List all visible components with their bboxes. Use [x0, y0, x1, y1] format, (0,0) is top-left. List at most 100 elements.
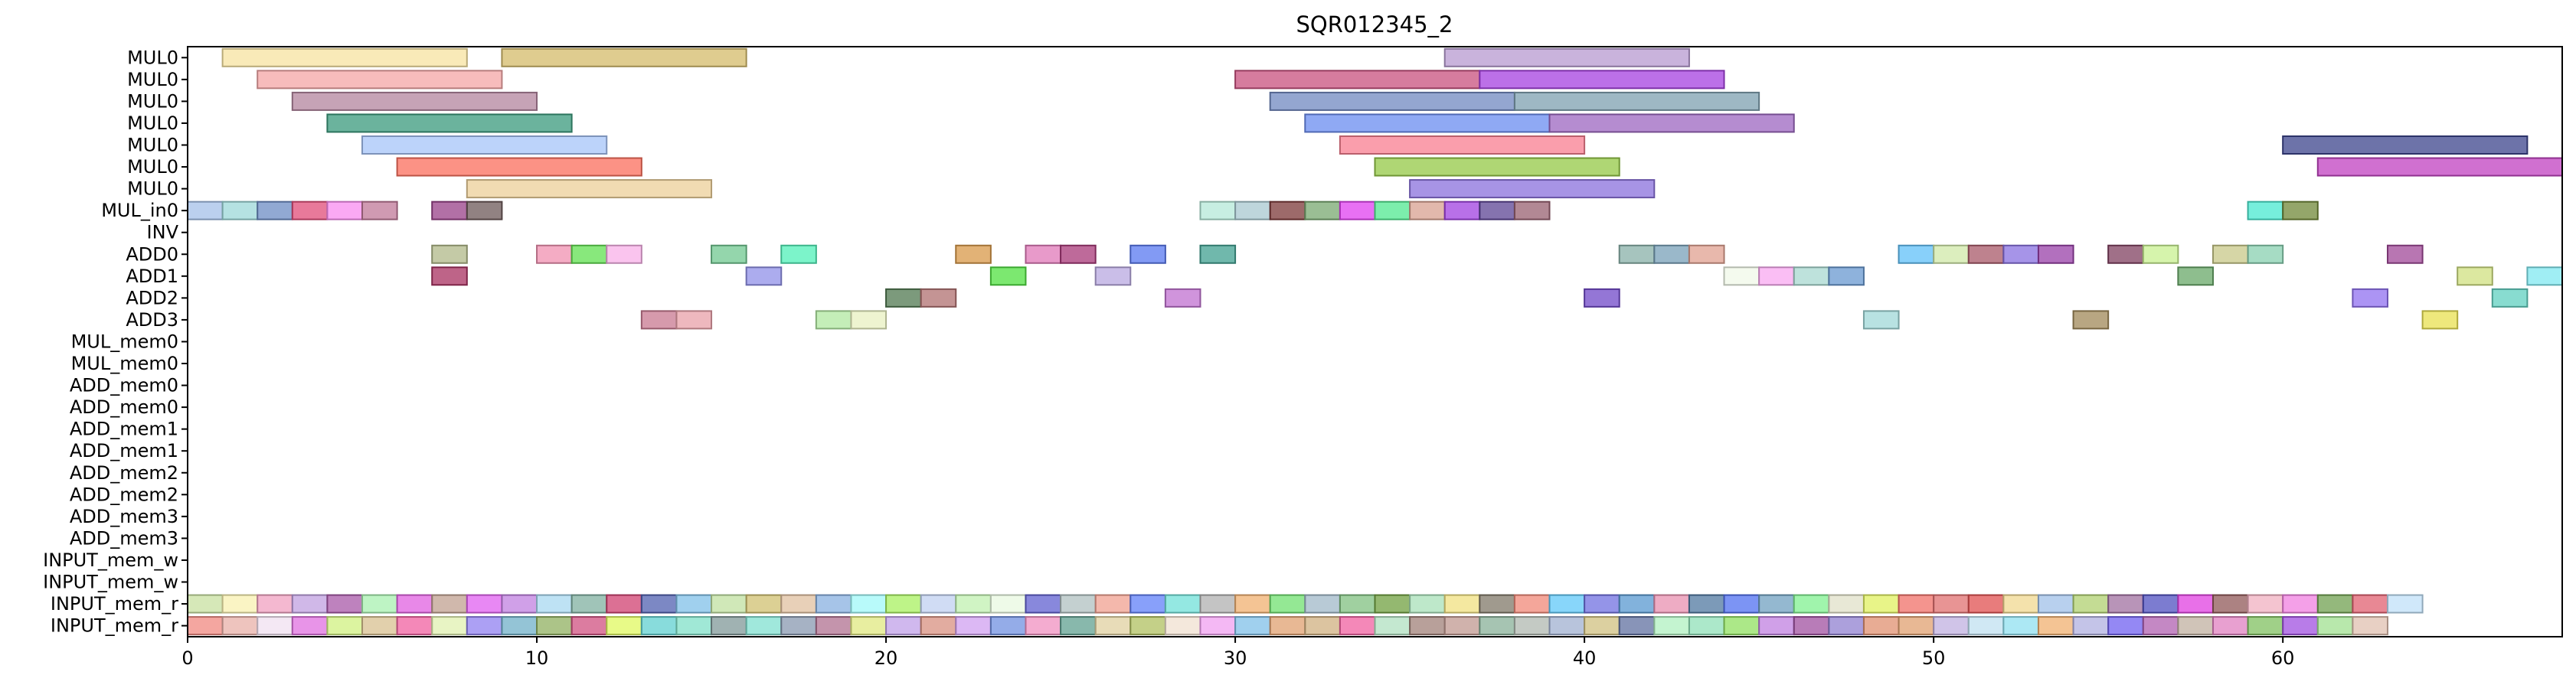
task-bar-64 [431, 266, 468, 286]
input-mem-r-top-bar-22 [955, 594, 992, 614]
task-bar-61 [2212, 244, 2249, 264]
input-mem-r-top-bar-41 [1618, 594, 1656, 614]
row-label: MUL_mem0 [71, 353, 178, 374]
task-bar-33 [1374, 201, 1411, 220]
input-mem-r-top-bar-23 [989, 594, 1027, 614]
task-bar-47 [1025, 244, 1062, 264]
input-mem-r-bottom-bar-1 [221, 616, 259, 636]
row-label: ADD_mem2 [70, 462, 178, 484]
input-mem-r-bottom-bar-17 [780, 616, 817, 636]
input-mem-r-top-bar-4 [326, 594, 364, 614]
input-mem-r-bottom-bar-9 [501, 616, 538, 636]
input-mem-r-top-bar-56 [2142, 594, 2179, 614]
task-bar-34 [1409, 201, 1446, 220]
task-bar-49 [1129, 244, 1166, 264]
input-mem-r-bottom-bar-12 [606, 616, 642, 636]
task-bar-44 [711, 244, 747, 264]
input-mem-r-bottom-bar-43 [1688, 616, 1725, 636]
input-mem-r-top-bar-11 [570, 594, 608, 614]
task-bar-62 [2247, 244, 2284, 264]
row-label: INV [147, 222, 179, 243]
input-mem-r-top-bar-51 [1967, 594, 2005, 614]
input-mem-r-top-bar-21 [920, 594, 957, 614]
task-bar-2 [1443, 47, 1690, 67]
input-mem-r-bottom-bar-26 [1094, 616, 1132, 636]
input-mem-r-bottom-bar-27 [1129, 616, 1166, 636]
task-bar-87 [2421, 310, 2459, 330]
y-axis-labels: MUL0MUL0MUL0MUL0MUL0MUL0MUL0MUL_in0INVAD… [43, 47, 188, 637]
input-mem-r-top-bar-48 [1862, 594, 1900, 614]
input-mem-r-bottom-bar-48 [1862, 616, 1900, 636]
input-mem-r-bottom-bar-38 [1513, 616, 1551, 636]
task-bar-81 [640, 310, 678, 330]
input-mem-r-bottom-bar-7 [431, 616, 468, 636]
row-label: INPUT_mem_w [43, 549, 178, 571]
row-label: INPUT_mem_r [51, 615, 178, 637]
input-mem-r-top-bar-9 [501, 594, 538, 614]
task-bar-26 [431, 201, 468, 220]
input-mem-r-bottom-bar-36 [1443, 616, 1481, 636]
x-tick-label: 50 [1922, 647, 1946, 669]
input-mem-r-top-bar-3 [291, 594, 329, 614]
row-label: MUL0 [127, 156, 178, 178]
task-bar-58 [2037, 244, 2074, 264]
input-mem-r-bottom-bar-20 [885, 616, 922, 636]
task-bar-45 [780, 244, 817, 264]
task-bar-10 [1304, 113, 1551, 133]
input-mem-r-bottom-bar-55 [2107, 616, 2144, 636]
task-bar-73 [2457, 266, 2493, 286]
input-mem-r-top-bar-58 [2212, 594, 2249, 614]
task-bar-65 [745, 266, 783, 286]
input-mem-r-top-bar-15 [711, 594, 747, 614]
input-mem-r-top-bar-19 [850, 594, 888, 614]
input-mem-r-top-bar-39 [1548, 594, 1586, 614]
task-bar-69 [1758, 266, 1795, 286]
input-mem-r-top-bar-26 [1094, 594, 1132, 614]
task-bar-80 [2491, 288, 2529, 308]
input-mem-r-top-bar-24 [1025, 594, 1062, 614]
row-label: MUL_in0 [101, 200, 178, 221]
task-bar-72 [2177, 266, 2214, 286]
task-bar-17 [2316, 157, 2563, 177]
task-bar-86 [2072, 310, 2110, 330]
row-label: MUL0 [127, 90, 178, 112]
input-mem-r-bottom-bar-59 [2247, 616, 2284, 636]
input-mem-r-bottom-bar-16 [745, 616, 783, 636]
input-mem-r-top-bar-13 [640, 594, 678, 614]
x-tick-label: 0 [181, 647, 193, 669]
input-mem-r-bottom-bar-18 [815, 616, 852, 636]
task-bar-1 [501, 47, 747, 67]
input-mem-r-bottom-bar-21 [920, 616, 957, 636]
input-mem-r-top-bar-38 [1513, 594, 1551, 614]
task-bar-59 [2107, 244, 2144, 264]
task-bar-37 [1513, 201, 1551, 220]
input-mem-r-top-bar-2 [257, 594, 293, 614]
input-mem-r-bottom-bar-33 [1339, 616, 1376, 636]
x-tick-label: 30 [1224, 647, 1247, 669]
input-mem-r-bottom-bar-31 [1269, 616, 1306, 636]
row-label: INPUT_mem_r [51, 593, 178, 615]
task-bar-60 [2142, 244, 2179, 264]
task-bar-85 [1862, 310, 1900, 330]
input-mem-r-top-bar-49 [1898, 594, 1935, 614]
input-mem-r-bottom-bar-29 [1199, 616, 1237, 636]
input-mem-r-bottom-bar-19 [850, 616, 888, 636]
task-bar-5 [1479, 70, 1725, 90]
task-bar-36 [1479, 201, 1515, 220]
task-bar-66 [989, 266, 1027, 286]
row-label: ADD_mem1 [70, 419, 178, 440]
task-bar-13 [1339, 135, 1586, 155]
row-label: ADD_mem2 [70, 484, 178, 505]
input-mem-r-bottom-bar-13 [640, 616, 678, 636]
input-mem-r-bottom-bar-56 [2142, 616, 2179, 636]
task-bar-48 [1060, 244, 1097, 264]
input-mem-r-bottom-bar-57 [2177, 616, 2214, 636]
task-bar-9 [326, 113, 573, 133]
row-label: ADD_mem3 [70, 527, 178, 549]
input-mem-r-bottom-bar-3 [291, 616, 329, 636]
task-bar-22 [257, 201, 293, 220]
row-label: ADD_mem0 [70, 375, 178, 396]
task-bar-12 [361, 135, 608, 155]
task-bar-53 [1688, 244, 1725, 264]
row-label: ADD_mem1 [70, 440, 178, 461]
